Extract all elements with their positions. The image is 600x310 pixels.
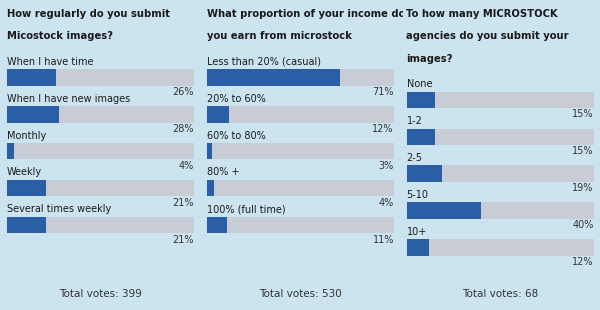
Text: 26%: 26% [173, 87, 194, 97]
Text: 11%: 11% [373, 235, 394, 245]
Text: None: None [407, 79, 432, 89]
Text: 28%: 28% [173, 124, 194, 134]
Text: 15%: 15% [572, 109, 594, 119]
Text: you earn from microstock: you earn from microstock [206, 32, 352, 42]
Text: 80% +: 80% + [206, 167, 239, 178]
Text: 71%: 71% [373, 87, 394, 97]
Text: 20% to 60%: 20% to 60% [206, 94, 266, 104]
Text: 12%: 12% [373, 124, 394, 134]
Text: To how many MICROSTOCK: To how many MICROSTOCK [407, 9, 558, 19]
Bar [206, 106, 394, 122]
Bar [407, 239, 594, 255]
Text: Weekly: Weekly [7, 167, 42, 178]
Text: images?: images? [407, 54, 453, 64]
Text: 4%: 4% [179, 161, 194, 171]
Bar [407, 202, 594, 219]
Text: 10+: 10+ [407, 227, 427, 237]
Bar [206, 69, 394, 86]
Bar [407, 166, 594, 182]
Text: Total votes: 68: Total votes: 68 [462, 289, 538, 299]
Bar [7, 69, 56, 86]
Text: Several times weekly: Several times weekly [7, 204, 111, 215]
Bar [206, 217, 227, 233]
Bar [7, 217, 46, 233]
Text: 21%: 21% [173, 235, 194, 245]
Bar [206, 217, 394, 233]
Bar [7, 69, 194, 86]
Bar [7, 180, 46, 196]
Text: What proportion of your income do: What proportion of your income do [206, 9, 405, 19]
Text: 2-5: 2-5 [407, 153, 422, 163]
Text: Total votes: 399: Total votes: 399 [59, 289, 142, 299]
Bar [407, 129, 434, 145]
Bar [407, 129, 594, 145]
Text: How regularly do you submit: How regularly do you submit [7, 9, 170, 19]
Text: 5-10: 5-10 [407, 190, 428, 200]
Bar [407, 166, 442, 182]
Text: 40%: 40% [572, 220, 594, 230]
Bar [7, 217, 194, 233]
Text: 1-2: 1-2 [407, 116, 422, 126]
Bar [7, 143, 194, 159]
Text: Total votes: 530: Total votes: 530 [259, 289, 341, 299]
Bar [206, 143, 212, 159]
Text: 60% to 80%: 60% to 80% [206, 131, 265, 141]
Text: 100% (full time): 100% (full time) [206, 204, 286, 215]
Bar [206, 69, 340, 86]
Text: 3%: 3% [379, 161, 394, 171]
Text: 4%: 4% [379, 198, 394, 208]
Text: agencies do you submit your: agencies do you submit your [407, 32, 569, 42]
Bar [206, 106, 229, 122]
Text: When I have time: When I have time [7, 57, 94, 67]
Bar [206, 143, 394, 159]
Text: 15%: 15% [572, 146, 594, 156]
Text: Monthly: Monthly [7, 131, 46, 141]
Bar [7, 143, 14, 159]
Bar [7, 180, 194, 196]
Text: 21%: 21% [173, 198, 194, 208]
Bar [7, 106, 59, 122]
Text: When I have new images: When I have new images [7, 94, 130, 104]
Text: 19%: 19% [572, 183, 594, 193]
Bar [206, 180, 394, 196]
Bar [407, 202, 481, 219]
Bar [407, 92, 594, 108]
Text: 12%: 12% [572, 257, 594, 267]
Bar [7, 106, 194, 122]
Bar [407, 239, 429, 255]
Text: Less than 20% (casual): Less than 20% (casual) [206, 57, 321, 67]
Text: Micostock images?: Micostock images? [7, 32, 113, 42]
Bar [206, 180, 214, 196]
Bar [407, 92, 434, 108]
